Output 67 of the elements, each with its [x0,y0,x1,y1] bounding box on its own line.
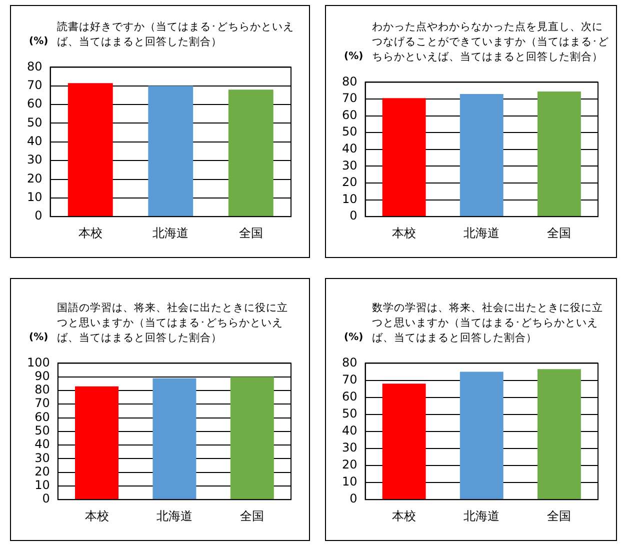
bar [68,83,113,216]
y-tick-label: 80 [26,59,42,74]
y-tick-label: 70 [26,78,42,92]
chart-title: 国語の学習は、将来、社会に出たときに役に立つと思いますか（当てはまる･どちらかといえば、当てはまると回答した割合） [57,301,289,346]
y-tick-label: 20 [26,171,42,186]
y-tick-label: 30 [34,450,50,465]
y-axis-title: (%) [29,36,48,47]
y-axis-title: (%) [29,332,48,343]
y-tick-label: 20 [34,464,50,478]
bar [148,86,194,216]
x-tick-label: 本校 [84,508,109,523]
y-tick-label: 40 [34,437,50,452]
x-tick-label: 本校 [392,226,416,240]
y-tick-label: 20 [342,458,358,472]
x-tick-label: 北海道 [156,508,192,523]
y-tick-label: 20 [342,175,358,190]
y-tick-label: 30 [342,440,358,455]
y-tick-label: 100 [27,355,50,370]
y-tick-label: 50 [342,124,358,139]
y-tick-label: 40 [342,424,358,438]
bar [75,386,119,500]
y-tick-label: 40 [342,142,358,156]
bar [228,90,274,216]
y-tick-label: 80 [342,74,358,88]
chart-title: 読書は好きですか（当てはまる･どちらかといえば、当てはまると回答した割合） [57,20,295,50]
x-tick-label: 全国 [240,508,264,523]
x-tick-label: 北海道 [152,226,189,240]
y-tick-label: 30 [342,158,358,172]
bar [537,369,581,500]
y-tick-label: 80 [34,382,50,397]
y-tick-label: 70 [342,91,358,106]
x-tick-label: 北海道 [464,226,500,240]
y-tick-label: 10 [342,192,358,206]
y-tick-label: 10 [34,478,50,492]
y-tick-label: 0 [34,208,42,223]
x-tick-label: 全国 [547,226,572,240]
y-tick-label: 0 [350,208,358,223]
y-tick-label: 90 [34,368,50,383]
x-tick-label: 本校 [78,226,102,240]
y-tick-label: 70 [34,396,50,410]
bar [460,372,504,500]
x-tick-label: 全国 [238,226,263,240]
y-tick-label: 50 [26,115,42,130]
y-tick-label: 60 [342,389,358,404]
y-tick-label: 60 [26,96,42,111]
y-tick-label: 50 [34,424,50,438]
x-tick-label: 全国 [547,508,572,523]
y-tick-label: 70 [342,372,358,386]
chart-title: わかった点やわからなかった点を見直し、次につなげることができていますか（当てはまる･どちらかといえば、当てはまると回答した割合） [372,20,610,65]
y-tick-label: 60 [34,410,50,424]
y-tick-label: 30 [26,152,42,167]
bar [382,384,426,500]
y-tick-label: 0 [42,492,50,506]
y-axis-title: (%) [344,332,364,343]
x-tick-label: 本校 [392,508,416,523]
y-tick-label: 40 [26,134,42,148]
y-tick-label: 10 [342,474,358,489]
y-axis-title: (%) [344,51,364,62]
bar [230,376,274,500]
y-tick-label: 0 [350,492,358,506]
y-tick-label: 10 [26,190,42,204]
bar [152,378,196,500]
chart-title: 数学の学習は、将来、社会に出たときに役に立つと思いますか（当てはまる･どちらかといえば、当てはまると回答した割合） [372,301,604,346]
y-tick-label: 50 [342,406,358,420]
y-tick-label: 60 [342,108,358,122]
y-tick-label: 80 [342,355,358,370]
x-tick-label: 北海道 [464,508,500,523]
